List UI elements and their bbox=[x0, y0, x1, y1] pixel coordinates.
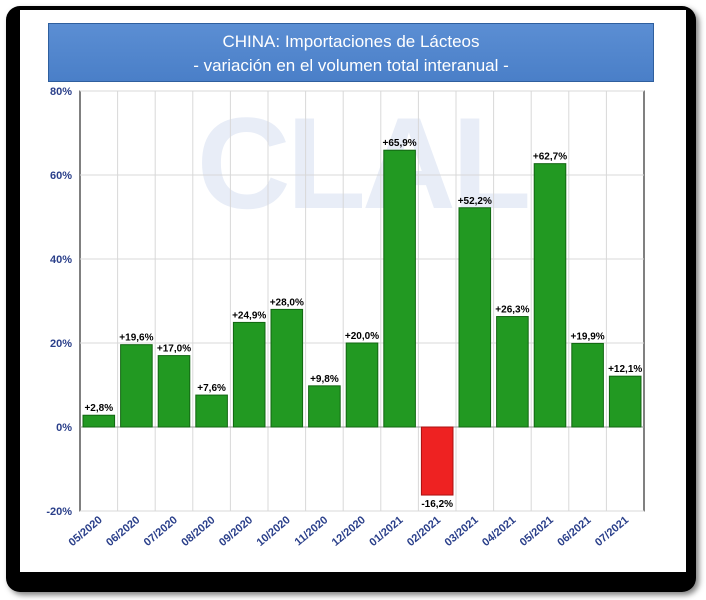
chart-subtitle: - variación en el volumen total interanu… bbox=[193, 56, 509, 75]
x-tick-label: 07/2020 bbox=[142, 514, 180, 549]
x-tick-label: 07/2021 bbox=[593, 514, 631, 549]
x-tick-label: 12/2020 bbox=[330, 514, 368, 549]
y-tick-label: 0% bbox=[56, 422, 72, 434]
x-tick-label: 05/2021 bbox=[518, 514, 556, 549]
chart-title-box: CHINA: Importaciones de Lácteos - variac… bbox=[48, 23, 654, 82]
bar bbox=[308, 385, 341, 428]
x-tick-label: 03/2021 bbox=[443, 514, 481, 549]
data-label: +62,7% bbox=[533, 152, 567, 163]
x-axis-ticks: 05/2020 06/2020 07/2020 08/2020 09/2020 10/20… bbox=[67, 514, 632, 549]
data-label: +20,0% bbox=[345, 331, 379, 342]
bar bbox=[232, 321, 266, 428]
bar bbox=[571, 342, 604, 428]
x-tick-label: 02/2021 bbox=[405, 514, 443, 549]
x-tick-label: 06/2021 bbox=[555, 514, 593, 549]
bar bbox=[533, 163, 567, 428]
x-tick-label: 09/2020 bbox=[217, 514, 255, 549]
data-label: +19,6% bbox=[119, 333, 153, 344]
bar bbox=[608, 375, 642, 428]
chart-title: CHINA: Importaciones de Lácteos bbox=[222, 32, 480, 51]
data-label: +9,8% bbox=[310, 374, 339, 385]
data-label: +19,9% bbox=[570, 331, 604, 342]
bar bbox=[157, 355, 191, 428]
data-label: +24,9% bbox=[232, 310, 266, 321]
data-label: +12,1% bbox=[608, 364, 642, 375]
data-label: -16,2% bbox=[421, 499, 453, 510]
data-label: +26,3% bbox=[495, 305, 529, 316]
x-tick-label: 05/2020 bbox=[67, 514, 105, 549]
bar bbox=[82, 414, 116, 428]
data-label: +65,9% bbox=[382, 138, 416, 149]
bar bbox=[458, 207, 492, 428]
x-tick-label: 10/2020 bbox=[255, 514, 293, 549]
y-tick-label: -20% bbox=[46, 506, 72, 518]
bar bbox=[195, 394, 228, 428]
bars bbox=[82, 149, 642, 496]
bar bbox=[420, 426, 454, 496]
data-label: +17,0% bbox=[157, 344, 191, 355]
y-tick-label: 40% bbox=[50, 254, 72, 266]
y-tick-label: 80% bbox=[50, 86, 72, 98]
bar bbox=[383, 149, 416, 428]
x-tick-label: 11/2020 bbox=[293, 514, 331, 548]
x-tick-label: 04/2021 bbox=[480, 514, 518, 549]
data-label: +52,2% bbox=[458, 196, 492, 207]
bar bbox=[496, 316, 529, 428]
data-labels: +2,8% +19,6% +17,0% +7,6% +24,9% +28,0% +9,8% +… bbox=[84, 138, 642, 510]
data-label: +2,8% bbox=[84, 403, 113, 414]
x-tick-label: 08/2020 bbox=[179, 514, 217, 549]
bar bbox=[345, 342, 379, 428]
data-label: +7,6% bbox=[197, 383, 226, 394]
bar bbox=[120, 344, 153, 428]
bar bbox=[270, 308, 304, 428]
y-tick-label: 60% bbox=[50, 170, 72, 182]
y-axis-ticks: -20% 0% 20% 40% 60% 80% bbox=[46, 86, 72, 518]
x-tick-label: 01/2021 bbox=[367, 514, 405, 549]
data-label: +28,0% bbox=[270, 297, 304, 308]
x-tick-label: 06/2020 bbox=[104, 514, 142, 549]
y-tick-label: 20% bbox=[50, 338, 72, 350]
